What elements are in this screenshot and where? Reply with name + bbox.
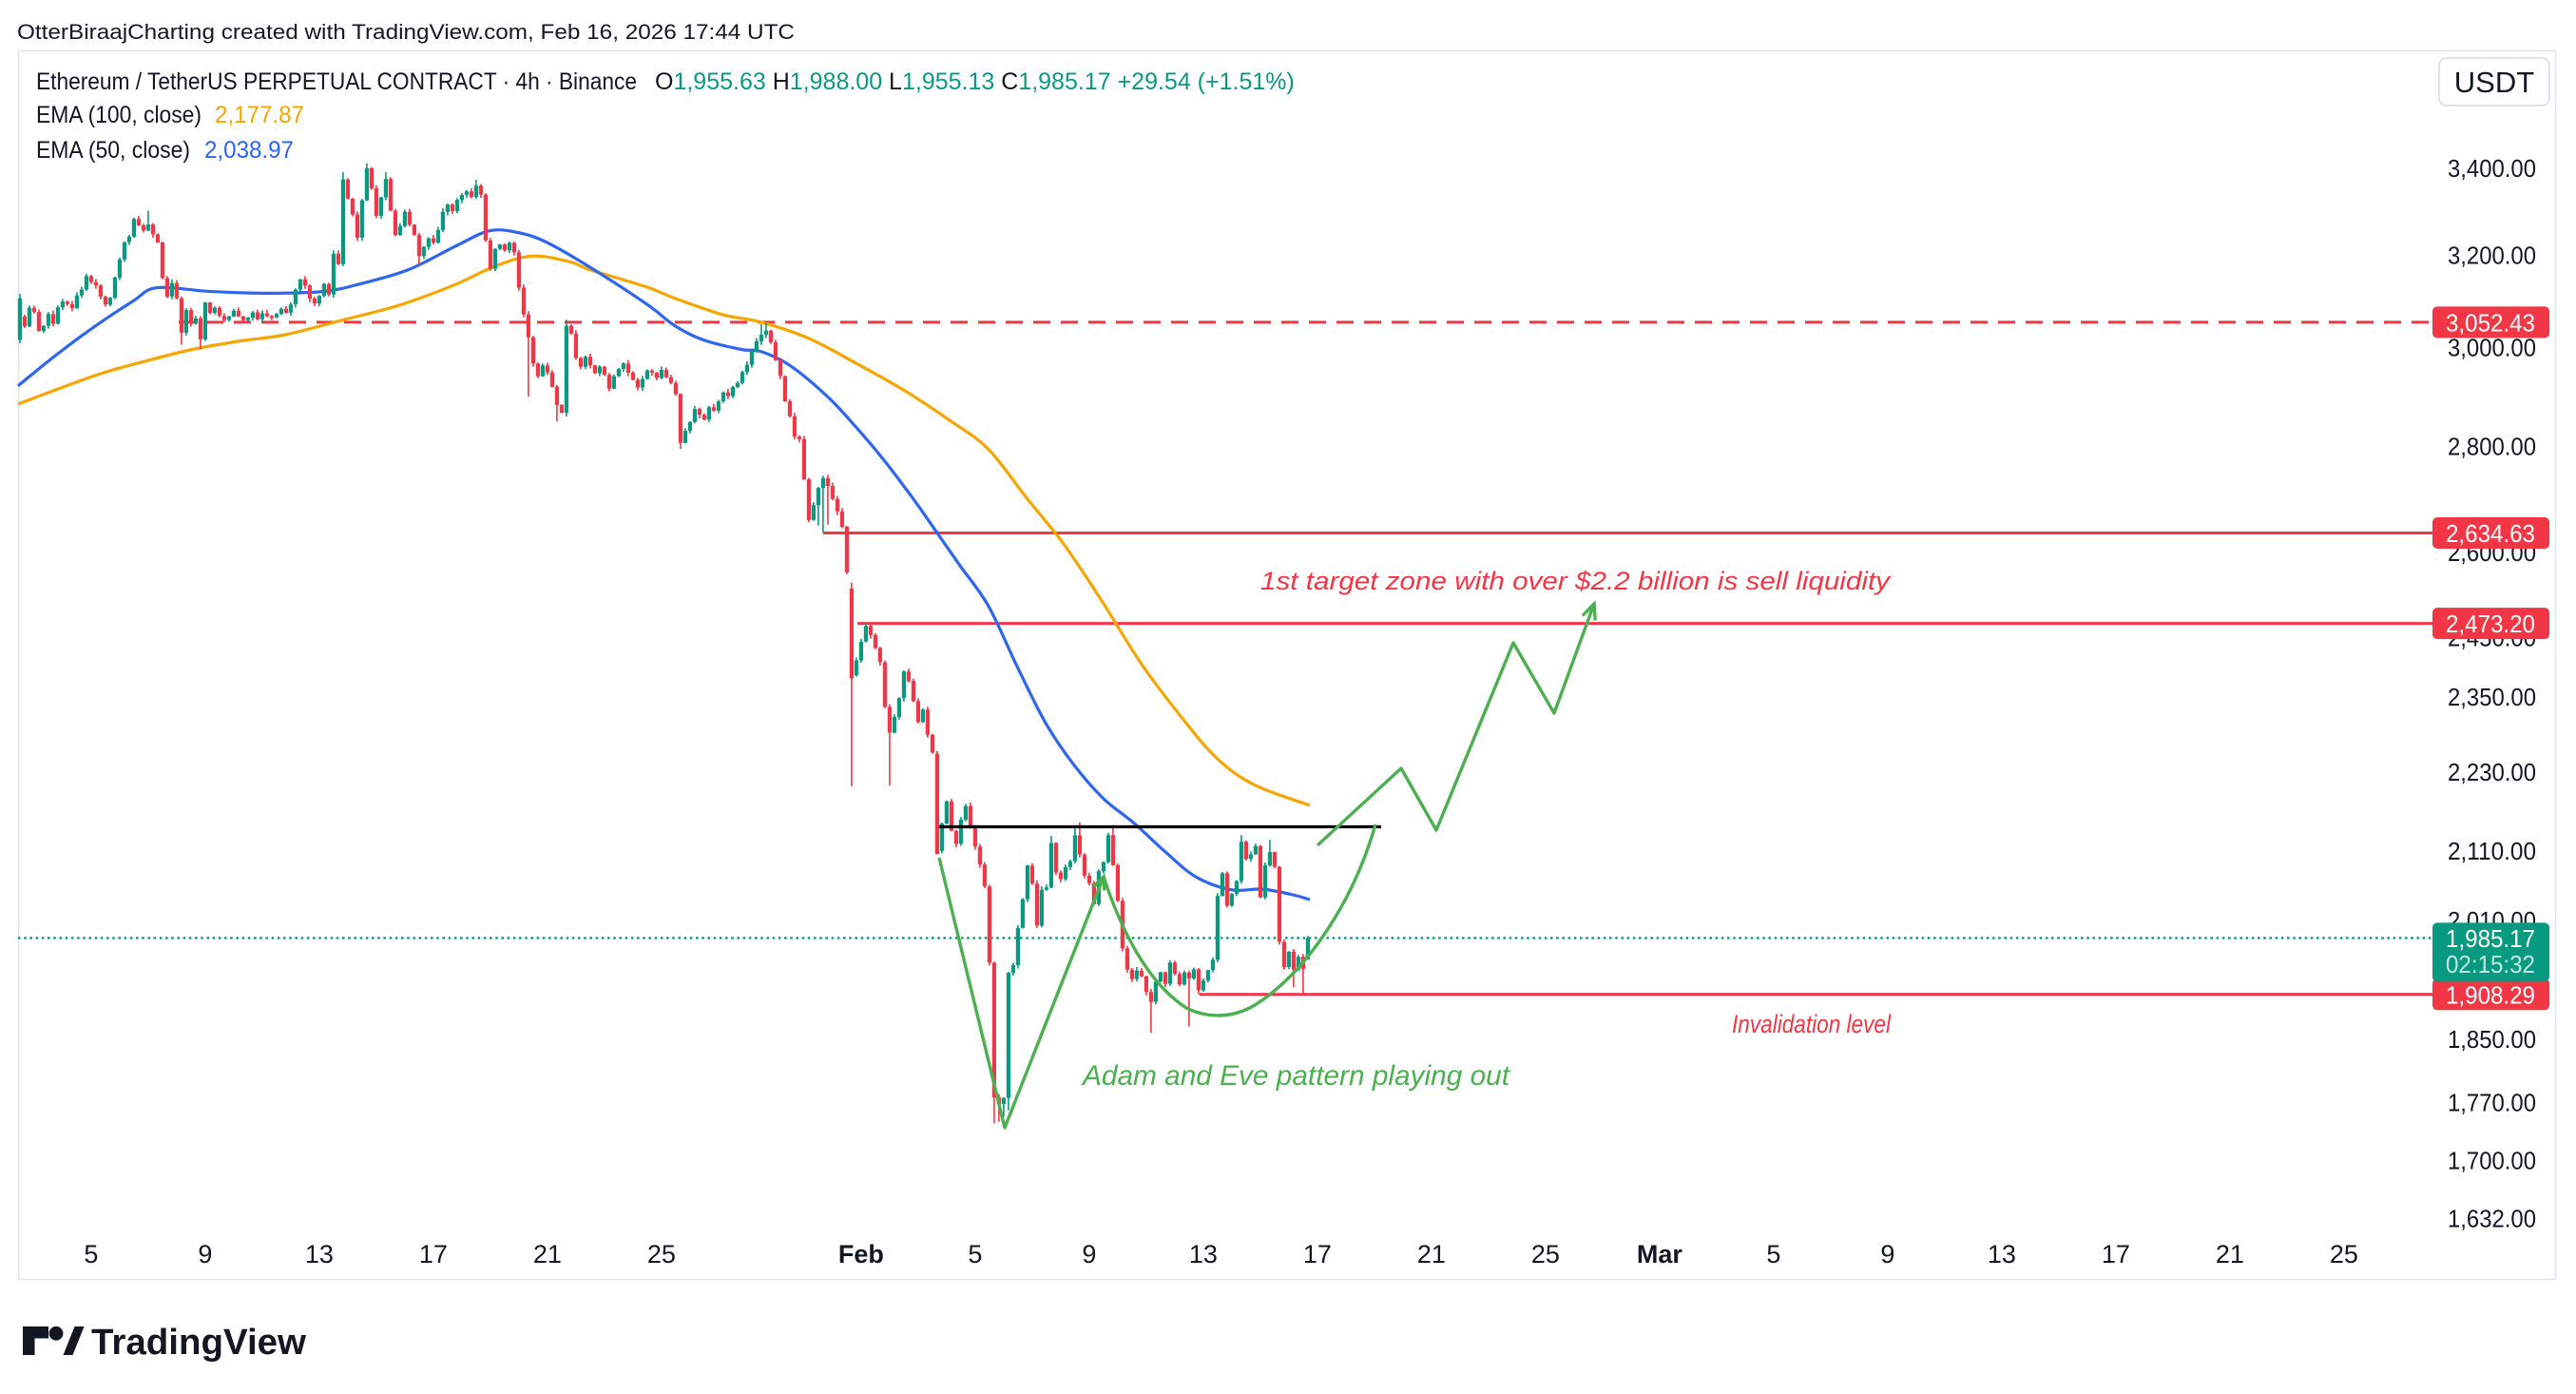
svg-text:Adam and Eve pattern playing o: Adam and Eve pattern playing out [1081,1060,1511,1092]
svg-text:17: 17 [1303,1240,1332,1268]
svg-text:Ethereum / TetherUS PERPETUAL: Ethereum / TetherUS PERPETUAL CONTRACT ·… [36,68,637,95]
svg-text:25: 25 [1531,1240,1560,1268]
svg-text:17: 17 [419,1240,448,1268]
svg-text:EMA (50, close): EMA (50, close) [36,137,190,164]
svg-text:3,052.43: 3,052.43 [2446,308,2535,337]
svg-text:9: 9 [1880,1240,1894,1268]
svg-text:O1,955.63 H1,988.00 L1,955.1: O1,955.63 H1,988.00 L1,955.13 C1,985.17 … [655,68,1295,95]
svg-text:21: 21 [1417,1240,1446,1268]
svg-text:5: 5 [84,1240,98,1268]
svg-text:9: 9 [1082,1240,1096,1268]
svg-text:Mar: Mar [1637,1240,1683,1268]
svg-text:02:15:32: 02:15:32 [2446,950,2535,978]
svg-text:13: 13 [1189,1240,1218,1268]
svg-text:EMA (100, close): EMA (100, close) [36,102,202,128]
svg-text:1st target zone with over $2.2: 1st target zone with over $2.2 billion i… [1260,567,1892,595]
svg-text:13: 13 [1988,1240,2016,1268]
svg-text:2,634.63: 2,634.63 [2446,519,2535,548]
svg-text:9: 9 [198,1240,212,1268]
svg-text:3,200.00: 3,200.00 [2448,241,2536,269]
svg-text:2,230.00: 2,230.00 [2448,758,2536,786]
svg-text:1,770.00: 1,770.00 [2448,1089,2536,1117]
svg-text:2,038.97: 2,038.97 [204,137,294,164]
svg-text:5: 5 [968,1240,982,1268]
svg-text:1,985.17: 1,985.17 [2446,924,2535,953]
svg-text:5: 5 [1766,1240,1780,1268]
svg-text:USDT: USDT [2454,66,2534,99]
svg-text:25: 25 [647,1240,676,1268]
svg-text:1,850.00: 1,850.00 [2448,1025,2536,1054]
svg-text:17: 17 [2102,1240,2130,1268]
svg-text:2,800.00: 2,800.00 [2448,432,2536,460]
svg-text:2,110.00: 2,110.00 [2448,837,2536,865]
svg-text:21: 21 [2216,1240,2244,1268]
svg-text:1,700.00: 1,700.00 [2448,1146,2536,1174]
svg-text:2,350.00: 2,350.00 [2448,683,2536,711]
svg-text:25: 25 [2330,1240,2358,1268]
svg-text:1,908.29: 1,908.29 [2446,980,2535,1009]
svg-text:1,632.00: 1,632.00 [2448,1205,2536,1233]
svg-text:2,177.87: 2,177.87 [215,102,304,128]
svg-text:OtterBiraajCharting created wi: OtterBiraajCharting created with Trading… [17,20,795,44]
svg-text:Invalidation level: Invalidation level [1732,1010,1892,1038]
svg-text:Feb: Feb [838,1240,884,1268]
svg-text:13: 13 [305,1240,334,1268]
svg-text:3,000.00: 3,000.00 [2448,334,2536,362]
svg-text:3,400.00: 3,400.00 [2448,154,2536,183]
svg-text:TradingView: TradingView [91,1323,306,1363]
svg-text:21: 21 [533,1240,562,1268]
svg-text:2,473.20: 2,473.20 [2446,610,2535,638]
